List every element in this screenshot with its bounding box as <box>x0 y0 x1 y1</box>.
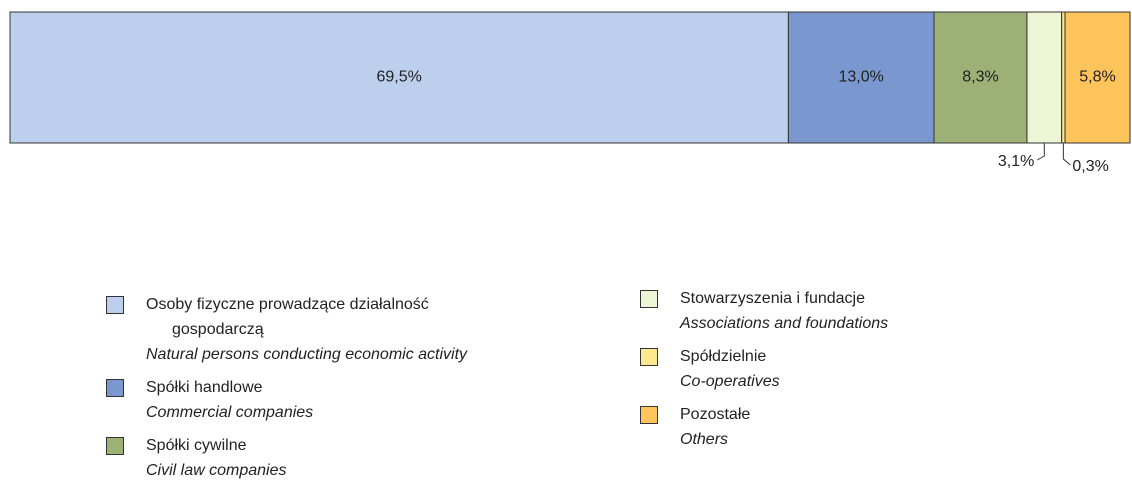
legend-swatch <box>106 379 124 397</box>
legend-label: Spółki handlowe <box>146 379 263 396</box>
legend-label: Osoby fizyczne prowadzące działalność go… <box>146 296 429 338</box>
legend-item: Spółki handlowe Commercial companies <box>106 375 566 425</box>
data-label: 69,5% <box>377 69 422 86</box>
legend-swatch <box>106 437 124 455</box>
legend-label-en: Civil law companies <box>146 462 287 479</box>
legend-swatch <box>106 296 124 314</box>
legend-label: Stowarzyszenia i fundacje <box>680 290 865 307</box>
legend-label-en: Natural persons conducting economic acti… <box>146 346 468 363</box>
legend-swatch <box>640 290 658 308</box>
legend-label-en: Others <box>680 431 729 448</box>
legend-label-en: Co-operatives <box>680 373 780 390</box>
legend-item: Spółki cywilne Civil law companies <box>106 433 566 483</box>
legend-item: Osoby fizyczne prowadzące działalność go… <box>106 292 566 367</box>
bar-segment <box>9 11 789 144</box>
bar-segment <box>1064 11 1131 144</box>
bar-segment <box>1026 11 1063 144</box>
data-label: 5,8% <box>1079 69 1115 86</box>
data-label: 0,3% <box>1072 158 1108 175</box>
legend-right: Stowarzyszenia i fundacje Associations an… <box>640 286 1100 460</box>
legend-item: Pozostałe Others <box>640 402 1100 452</box>
legend-left: Osoby fizyczne prowadzące działalność go… <box>106 292 566 491</box>
legend-label-en: Commercial companies <box>146 404 314 421</box>
legend-label-en: Associations and foundations <box>680 315 889 332</box>
data-label: 13,0% <box>839 69 884 86</box>
legend-item: Spółdzielnie Co-operatives <box>640 344 1100 394</box>
legend-label: Pozostałe <box>680 406 751 423</box>
legend-swatch <box>640 348 658 366</box>
data-label: 3,1% <box>998 153 1034 170</box>
leader-line <box>1037 143 1045 161</box>
leader-line <box>1062 143 1071 166</box>
bar-segment <box>787 11 935 144</box>
bar-segment <box>1061 11 1066 144</box>
chart: 69,5% 13,0% 8,3% 3,1% 0,3% 5,8% <box>9 11 1131 175</box>
data-label: 8,3% <box>962 69 998 86</box>
legend-item: Stowarzyszenia i fundacje Associations an… <box>640 286 1100 336</box>
bar-segment <box>933 11 1028 144</box>
legend-label: Spółdzielnie <box>680 348 767 365</box>
legend-swatch <box>640 406 658 424</box>
legend-label: Spółki cywilne <box>146 437 247 454</box>
